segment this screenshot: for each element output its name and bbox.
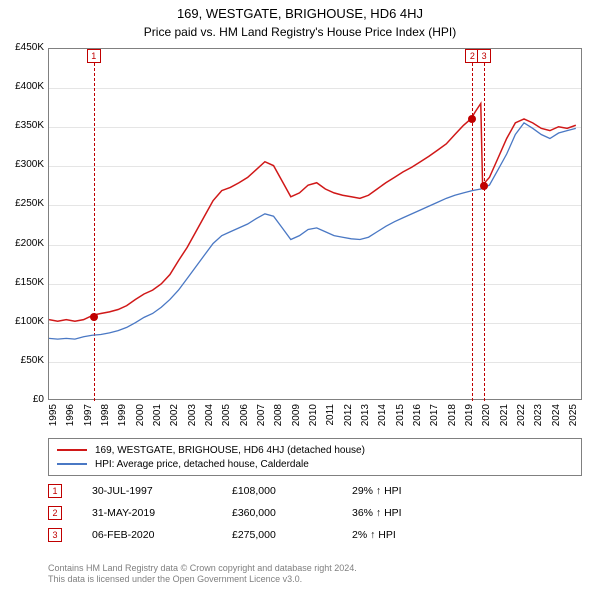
y-axis-label: £350K [4,120,44,131]
sales-diff: 36% ↑ HPI [352,507,472,519]
sales-marker: 3 [48,528,62,542]
x-axis-label: 2021 [499,404,510,434]
x-axis-label: 2013 [360,404,371,434]
marker-dot [468,115,476,123]
x-axis-label: 1996 [65,404,76,434]
legend-label: 169, WESTGATE, BRIGHOUSE, HD6 4HJ (detac… [95,445,365,456]
chart-plot-area: 123 [48,48,582,400]
y-axis-label: £100K [4,316,44,327]
footer-line-2: This data is licensed under the Open Gov… [48,574,357,586]
x-axis-label: 2025 [568,404,579,434]
marker-box: 1 [87,49,101,63]
y-axis-label: £400K [4,81,44,92]
sales-row: 3 06-FEB-2020£275,0002% ↑ HPI [48,524,582,546]
legend-swatch [57,463,87,465]
x-axis-label: 2008 [273,404,284,434]
x-axis-label: 2000 [135,404,146,434]
y-axis-label: £50K [4,355,44,366]
series-line-property [49,103,576,321]
x-axis-label: 2016 [412,404,423,434]
x-axis-label: 2020 [481,404,492,434]
x-axis-label: 2003 [187,404,198,434]
x-axis-label: 2005 [221,404,232,434]
chart-title: 169, WESTGATE, BRIGHOUSE, HD6 4HJ [0,0,600,21]
x-axis-label: 2019 [464,404,475,434]
chart-subtitle: Price paid vs. HM Land Registry's House … [0,21,600,39]
x-axis-label: 2011 [325,404,336,434]
sales-row: 2 31-MAY-2019£360,00036% ↑ HPI [48,502,582,524]
chart-lines-svg [49,49,581,399]
x-axis-label: 2010 [308,404,319,434]
y-axis-label: £0 [4,394,44,405]
x-axis-label: 2024 [551,404,562,434]
x-axis-label: 1997 [83,404,94,434]
chart-legend: 169, WESTGATE, BRIGHOUSE, HD6 4HJ (detac… [48,438,582,476]
sales-date: 30-JUL-1997 [92,485,232,497]
x-axis-label: 2015 [395,404,406,434]
x-axis-label: 2006 [239,404,250,434]
legend-swatch [57,449,87,451]
chart-footer: Contains HM Land Registry data © Crown c… [48,563,357,586]
sales-price: £108,000 [232,485,352,497]
sales-diff: 2% ↑ HPI [352,529,472,541]
sales-marker: 1 [48,484,62,498]
x-axis-label: 2001 [152,404,163,434]
sales-date: 06-FEB-2020 [92,529,232,541]
marker-dot [90,313,98,321]
x-axis-label: 2009 [291,404,302,434]
x-axis-label: 1995 [48,404,59,434]
y-axis-label: £250K [4,198,44,209]
sales-diff: 29% ↑ HPI [352,485,472,497]
sales-price: £275,000 [232,529,352,541]
x-axis-label: 2017 [429,404,440,434]
chart-container: 169, WESTGATE, BRIGHOUSE, HD6 4HJ Price … [0,0,600,590]
series-line-hpi [49,123,576,339]
x-axis-label: 1998 [100,404,111,434]
sales-date: 31-MAY-2019 [92,507,232,519]
y-axis-label: £450K [4,42,44,53]
x-axis-label: 2007 [256,404,267,434]
x-axis-label: 2014 [377,404,388,434]
sales-row: 1 30-JUL-1997£108,00029% ↑ HPI [48,480,582,502]
sales-table: 1 30-JUL-1997£108,00029% ↑ HPI 2 31-MAY-201… [48,480,582,546]
x-axis-label: 2023 [533,404,544,434]
y-axis-label: £150K [4,277,44,288]
x-axis-label: 2012 [343,404,354,434]
y-axis-label: £300K [4,159,44,170]
x-axis-label: 2004 [204,404,215,434]
sales-price: £360,000 [232,507,352,519]
sales-marker: 2 [48,506,62,520]
legend-label: HPI: Average price, detached house, Cald… [95,459,309,470]
marker-dot [480,182,488,190]
x-axis-label: 2002 [169,404,180,434]
x-axis-label: 2018 [447,404,458,434]
legend-row: 169, WESTGATE, BRIGHOUSE, HD6 4HJ (detac… [57,443,573,457]
x-axis-label: 1999 [117,404,128,434]
footer-line-1: Contains HM Land Registry data © Crown c… [48,563,357,575]
x-axis-label: 2022 [516,404,527,434]
marker-box: 3 [477,49,491,63]
y-axis-label: £200K [4,238,44,249]
legend-row: HPI: Average price, detached house, Cald… [57,457,573,471]
